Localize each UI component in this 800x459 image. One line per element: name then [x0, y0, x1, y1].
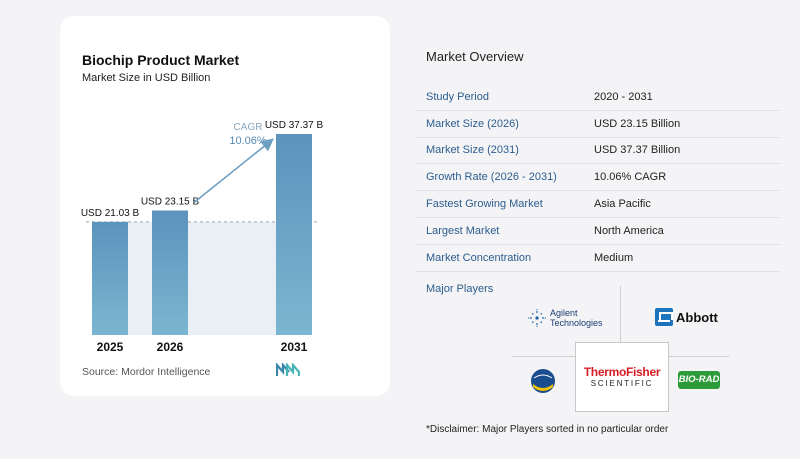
source-note: Source: Mordor Intelligence	[82, 366, 211, 378]
cagr-label: CAGR	[234, 122, 263, 133]
agilent-line2: Technologies	[550, 318, 603, 328]
overview-label: Study Period	[426, 90, 489, 103]
chart-subtitle: Market Size in USD Billion	[82, 72, 211, 84]
overview-title: Market Overview	[426, 49, 524, 64]
bar-2026	[152, 210, 188, 335]
overview-label: Market Size (2026)	[426, 117, 519, 130]
overview-table: Study Period 2020 - 2031 Market Size (20…	[416, 84, 780, 272]
overview-row: Market Concentration Medium	[416, 245, 780, 272]
abbott-wordmark: Abbott	[676, 309, 718, 325]
divider	[669, 356, 729, 357]
overview-value: USD 23.15 Billion	[594, 117, 681, 130]
bar-2031	[276, 134, 312, 335]
bio-rad-logo: BIO-RAD	[678, 371, 720, 389]
agilent-logo: Agilent Technologies	[528, 308, 603, 328]
thermo-fisher-subtext: SCIENTIFIC	[590, 379, 654, 388]
overview-value: USD 37.37 Billion	[594, 144, 681, 157]
thermo-fisher-wordmark: ThermoFisher	[583, 365, 661, 379]
agilent-line1: Agilent	[550, 308, 578, 318]
overview-row: Study Period 2020 - 2031	[416, 84, 780, 111]
major-players-title: Major Players	[426, 283, 494, 295]
overview-label: Growth Rate (2026 - 2031)	[426, 171, 557, 184]
overview-row: Growth Rate (2026 - 2031) 10.06% CAGR	[416, 164, 780, 192]
bar-2025	[92, 221, 128, 335]
cagr-arrow	[193, 138, 274, 204]
disclaimer: *Disclaimer: Major Players sorted in no …	[426, 424, 669, 435]
overview-label: Market Concentration	[426, 251, 532, 264]
x-tick-label: 2031	[281, 340, 308, 354]
x-tick-label: 2026	[157, 340, 184, 354]
data-label: USD 23.15 B	[141, 196, 200, 207]
data-label: USD 21.03 B	[81, 208, 140, 219]
overview-value: 10.06% CAGR	[594, 171, 667, 184]
overview-row: Market Size (2031) USD 37.37 Billion	[416, 138, 780, 165]
divider	[512, 356, 575, 357]
divider	[620, 286, 621, 342]
abbott-mark-icon	[655, 308, 673, 326]
bar-chart: USD 21.03 B 2025 USD 23.15 B 2026 USD 37.37 …	[81, 120, 324, 354]
overview-label: Fastest Growing Market	[426, 198, 543, 211]
overview-value: North America	[594, 224, 664, 237]
cagr-value: 10.06%	[229, 135, 267, 147]
eurofins-logo-icon	[531, 369, 555, 393]
overview-value: Medium	[594, 251, 634, 264]
overview-label: Largest Market	[426, 224, 500, 237]
overview-value: 2020 - 2031	[594, 90, 653, 103]
mordor-logo-icon	[276, 363, 300, 376]
overview-row: Largest Market North America	[416, 218, 780, 245]
abbott-logo: Abbott	[655, 308, 718, 326]
agilent-spark-icon	[528, 309, 546, 327]
thermo-fisher-frame	[575, 342, 669, 412]
overview-row: Market Size (2026) USD 23.15 Billion	[416, 111, 780, 138]
overview-row: Fastest Growing Market Asia Pacific	[416, 191, 780, 218]
overview-label: Market Size (2031)	[426, 144, 519, 157]
thermo-fisher-logo: ThermoFisher SCIENTIFIC	[575, 366, 669, 389]
x-tick-label: 2025	[97, 340, 124, 354]
overview-value: Asia Pacific	[594, 198, 651, 211]
data-label: USD 37.37 B	[265, 120, 324, 131]
baseline-band	[92, 221, 312, 335]
chart-title: Biochip Product Market	[82, 52, 240, 68]
